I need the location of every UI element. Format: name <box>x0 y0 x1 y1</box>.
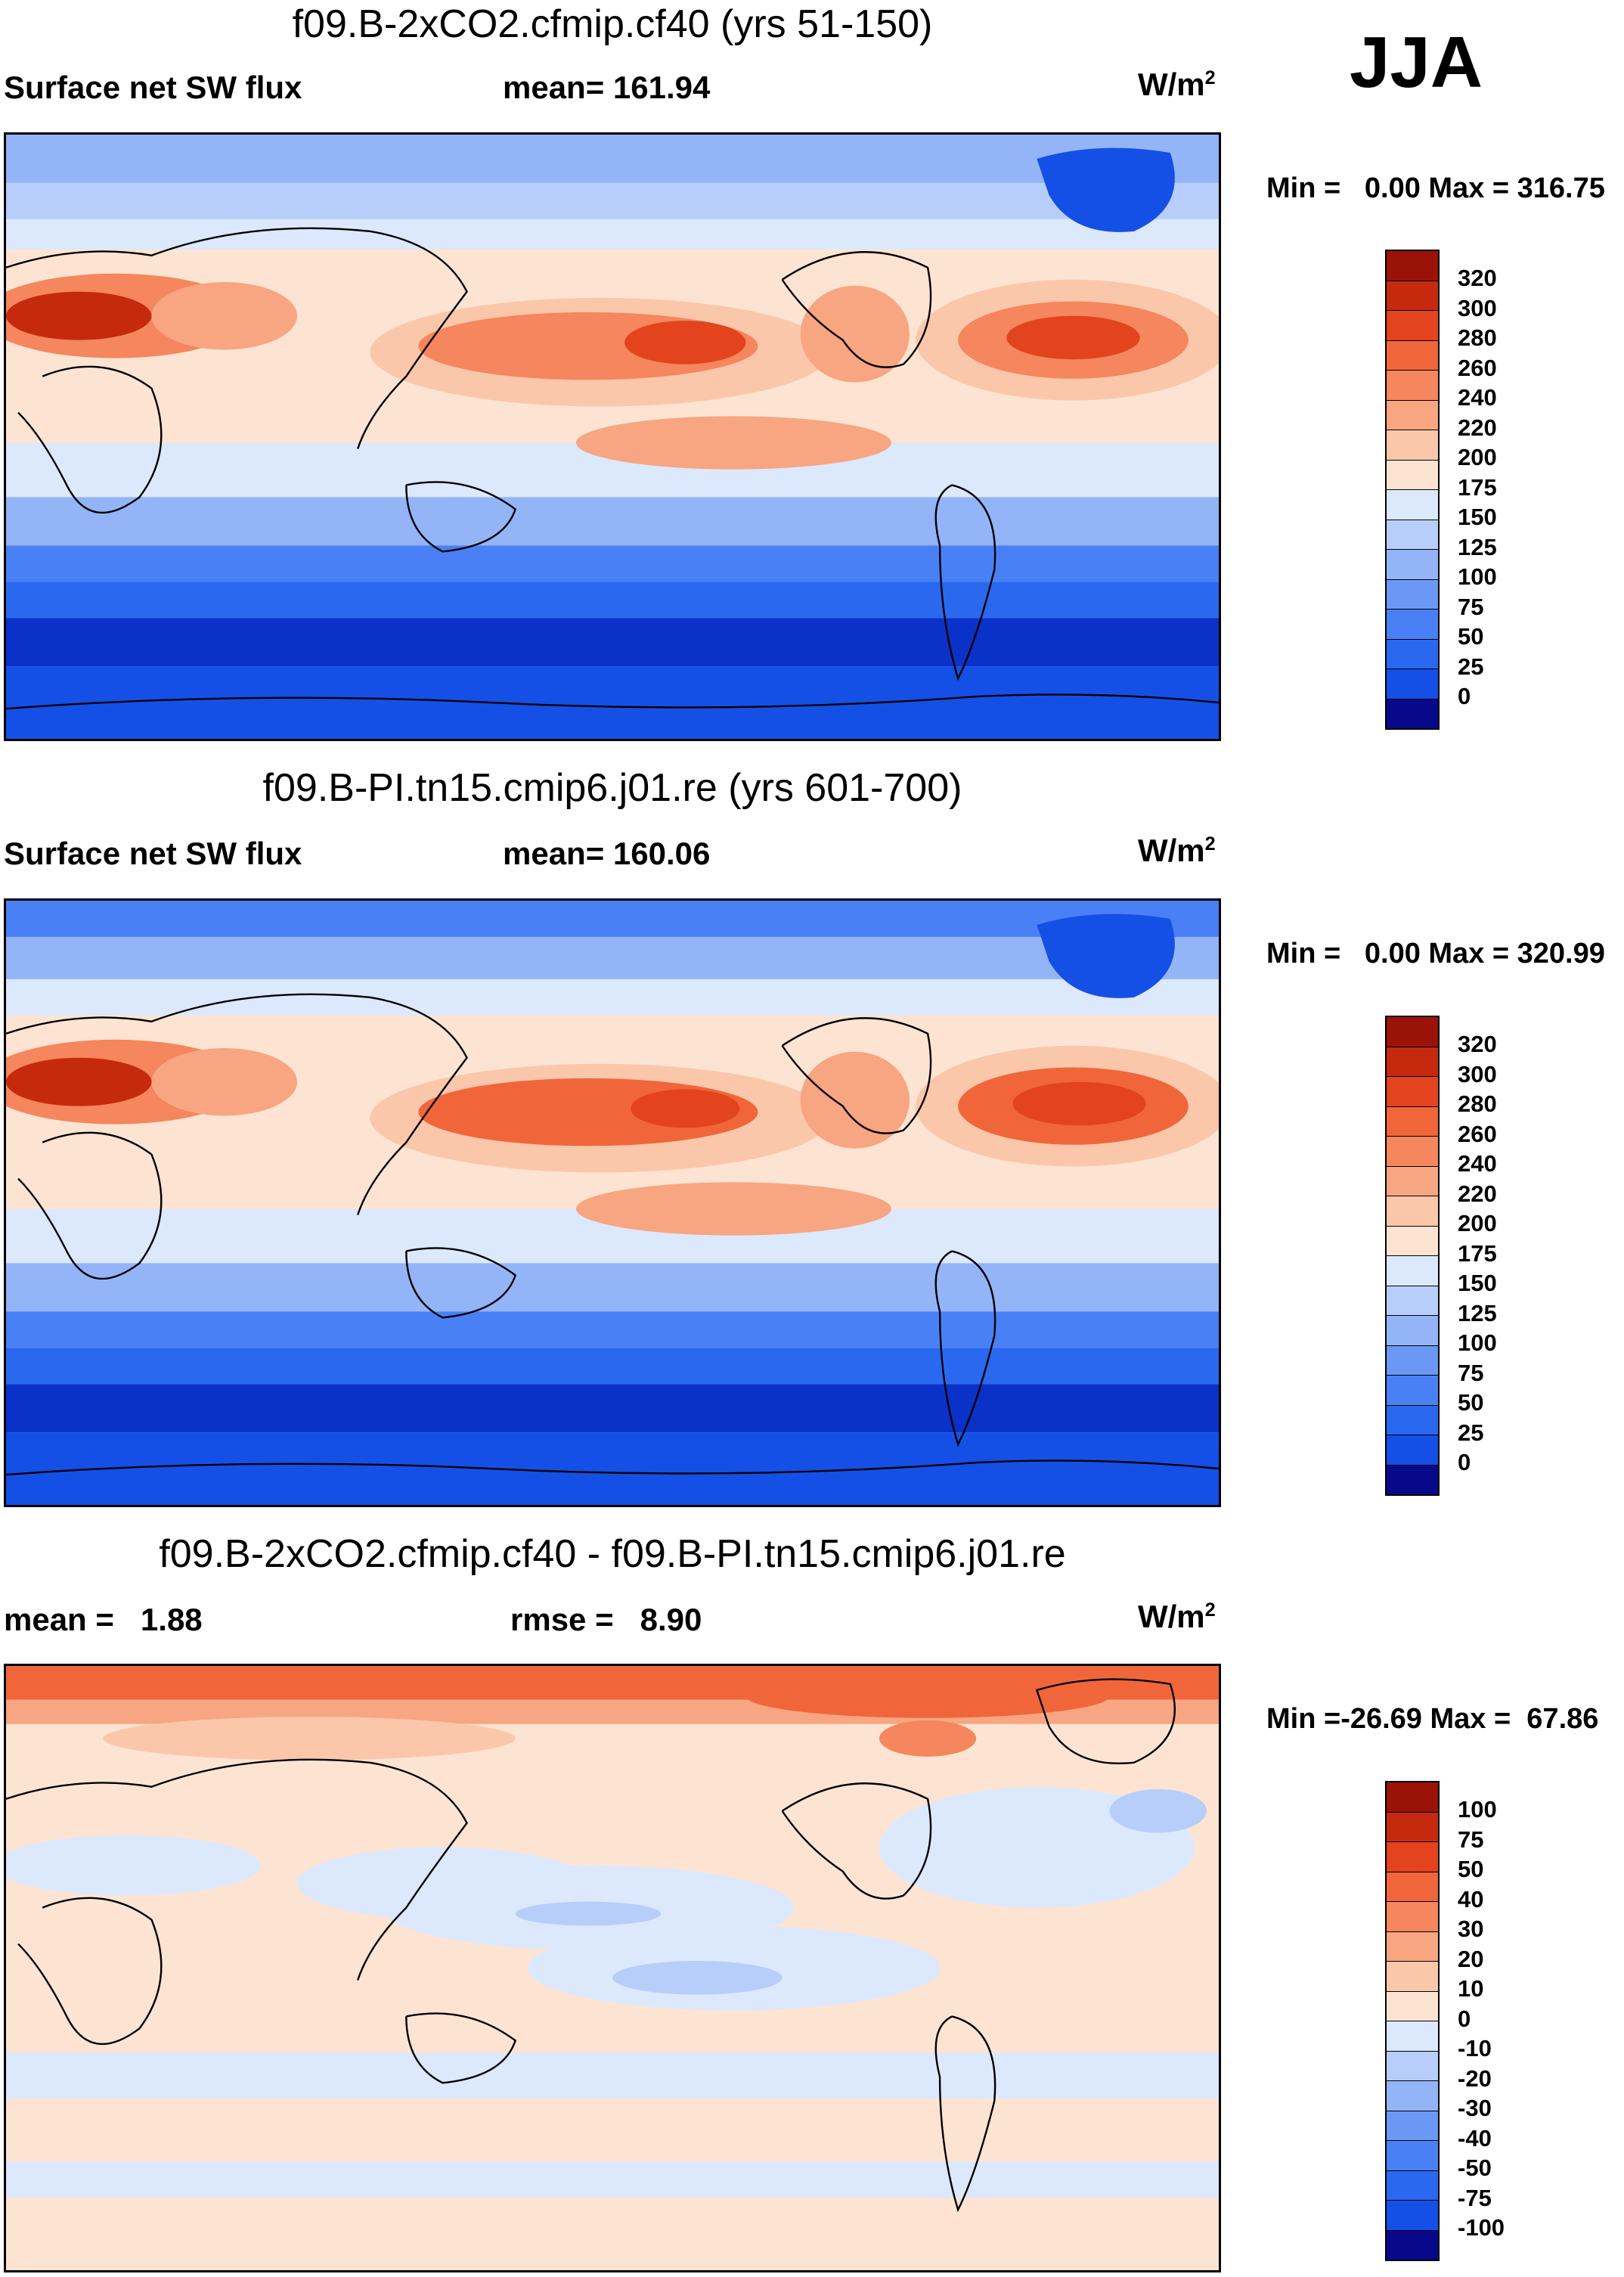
colorbar-label: 260 <box>1458 354 1497 381</box>
colorbar-label: 320 <box>1458 265 1497 291</box>
panel2-units: W/m2 <box>1138 833 1216 868</box>
colorbar-label: 220 <box>1458 414 1497 441</box>
panel1-variable-label: Surface net SW flux <box>4 70 302 105</box>
panel1-colorbar <box>1385 250 1440 730</box>
colorbar-label: 150 <box>1458 504 1497 530</box>
colorbar-label: -30 <box>1458 2095 1492 2121</box>
colorbar-label: 50 <box>1458 623 1484 650</box>
panel2-variable-label: Surface net SW flux <box>4 836 302 871</box>
colorbar-label: 50 <box>1458 1856 1484 1882</box>
panel1-mean-label: mean= 161.94 <box>503 70 711 105</box>
colorbar-label: 240 <box>1458 1150 1497 1177</box>
colorbar-label: 75 <box>1458 593 1484 620</box>
colorbar-label: 175 <box>1458 473 1497 501</box>
colorbar-label: 10 <box>1458 1975 1484 2002</box>
colorbar-label: 0 <box>1458 2005 1471 2032</box>
colorbar-label: 280 <box>1458 324 1497 351</box>
panel3-minmax: Min =-26.69 Max = 67.86 <box>1266 1703 1599 1735</box>
colorbar-label: 100 <box>1458 1796 1497 1823</box>
panel2-minmax: Min = 0.00 Max = 320.99 <box>1266 938 1605 969</box>
colorbar-label: 20 <box>1458 1945 1484 1972</box>
colorbar-label: 300 <box>1458 1060 1497 1087</box>
colorbar-label: 0 <box>1458 1449 1471 1475</box>
colorbar-label: 125 <box>1458 533 1497 560</box>
colorbar-label: 300 <box>1458 294 1497 321</box>
colorbar-label: 320 <box>1458 1031 1497 1057</box>
panel2-title: f09.B-PI.tn15.cmip6.j01.re (yrs 601-700) <box>262 766 962 810</box>
colorbar-label: 100 <box>1458 1329 1497 1356</box>
colorbar-label: 50 <box>1458 1389 1484 1416</box>
colorbar-label: 125 <box>1458 1299 1497 1326</box>
colorbar-label: -10 <box>1458 2035 1492 2061</box>
panel3-map <box>4 1664 1221 2272</box>
colorbar-label: -40 <box>1458 2124 1492 2151</box>
panel2-mean-label: mean= 160.06 <box>503 836 711 871</box>
colorbar-label: 150 <box>1458 1270 1497 1296</box>
panel2-map <box>4 898 1221 1507</box>
colorbar-label: -75 <box>1458 2184 1492 2211</box>
colorbar-label: -50 <box>1458 2154 1492 2181</box>
panel3-title: f09.B-2xCO2.cfmip.cf40 - f09.B-PI.tn15.c… <box>159 1532 1066 1576</box>
panel3-mean-label: mean = 1.88 <box>4 1602 203 1637</box>
colorbar-label: 0 <box>1458 683 1471 709</box>
panel1-title: f09.B-2xCO2.cfmip.cf40 (yrs 51-150) <box>292 2 933 46</box>
colorbar-label: 240 <box>1458 384 1497 411</box>
colorbar-label: 175 <box>1458 1239 1497 1267</box>
colorbar-label: 200 <box>1458 444 1497 470</box>
colorbar-label: 220 <box>1458 1180 1497 1207</box>
colorbar-label: 75 <box>1458 1359 1484 1386</box>
panel1-units: W/m2 <box>1138 67 1216 102</box>
colorbar-label: 40 <box>1458 1885 1484 1912</box>
colorbar-label: 30 <box>1458 1916 1484 1942</box>
panel3-rmse-label: rmse = 8.90 <box>510 1602 702 1637</box>
panel3-colorbar <box>1385 1781 1440 2261</box>
season-label: JJA <box>1350 22 1483 103</box>
colorbar-label: 75 <box>1458 1826 1484 1853</box>
panel3-units: W/m2 <box>1138 1599 1216 1634</box>
colorbar-label: 25 <box>1458 653 1484 680</box>
panel1-map <box>4 132 1221 741</box>
colorbar-label: 280 <box>1458 1090 1497 1117</box>
colorbar-label: 260 <box>1458 1120 1497 1147</box>
panel2-colorbar <box>1385 1016 1440 1496</box>
colorbar-label: 100 <box>1458 563 1497 590</box>
colorbar-label: -20 <box>1458 2065 1492 2092</box>
colorbar-label: 25 <box>1458 1419 1484 1446</box>
colorbar-label: 200 <box>1458 1210 1497 1236</box>
panel1-minmax: Min = 0.00 Max = 316.75 <box>1266 172 1605 204</box>
colorbar-label: -100 <box>1458 2214 1505 2241</box>
